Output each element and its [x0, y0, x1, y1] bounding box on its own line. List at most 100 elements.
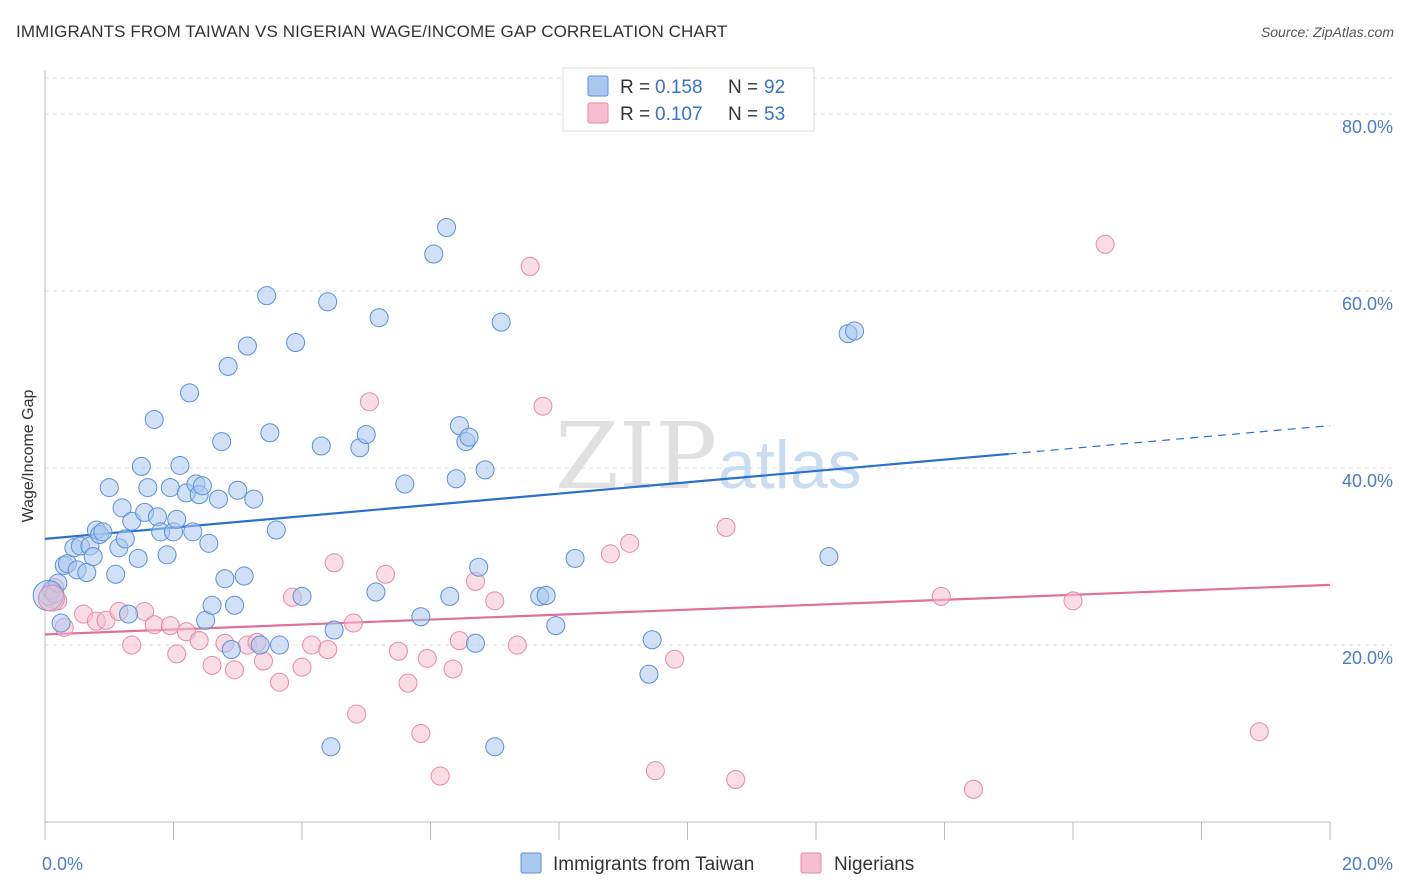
point-nigerians — [726, 770, 746, 790]
point-nigerians — [1095, 234, 1115, 254]
point-nigerians — [411, 724, 431, 744]
point-taiwan — [218, 356, 238, 376]
legend-swatch — [587, 102, 609, 124]
point-nigerians — [417, 648, 437, 668]
watermark-zip: ZIP — [555, 403, 717, 510]
point-nigerians — [253, 651, 273, 671]
bottom-legend-label-nigerians: Nigerians — [834, 854, 914, 875]
legend-r-label: R = — [620, 104, 650, 125]
point-nigerians — [1249, 722, 1269, 742]
point-taiwan — [212, 432, 232, 452]
point-taiwan — [234, 566, 254, 586]
x-tick-label-max: 20.0% — [1342, 854, 1393, 874]
point-taiwan — [318, 292, 338, 312]
point-taiwan — [642, 630, 662, 650]
point-nigerians — [485, 591, 505, 611]
point-taiwan — [424, 244, 444, 264]
point-taiwan — [244, 489, 264, 509]
point-nigerians — [225, 660, 245, 680]
point-taiwan — [565, 548, 585, 568]
bottom-legend-swatch-taiwan — [520, 852, 542, 874]
y-tick-label: 80.0% — [1342, 117, 1393, 137]
point-taiwan — [411, 607, 431, 627]
point-taiwan — [465, 633, 485, 653]
point-taiwan — [51, 613, 71, 633]
point-nigerians — [430, 766, 450, 786]
point-taiwan — [93, 522, 113, 542]
y-tick-label: 40.0% — [1342, 471, 1393, 491]
point-taiwan — [292, 586, 312, 606]
point-nigerians — [160, 616, 180, 636]
point-nigerians — [443, 659, 463, 679]
point-nigerians — [507, 635, 527, 655]
point-nigerians — [716, 517, 736, 537]
point-taiwan — [286, 332, 306, 352]
trend-lines — [44, 425, 1331, 636]
legend-swatch — [587, 75, 609, 97]
point-taiwan — [270, 635, 290, 655]
point-taiwan — [119, 604, 139, 624]
point-taiwan — [112, 498, 132, 518]
point-taiwan — [138, 478, 158, 498]
chart-title: IMMIGRANTS FROM TAIWAN VS NIGERIAN WAGE/… — [16, 22, 728, 41]
point-taiwan — [446, 469, 466, 489]
point-nigerians — [144, 615, 164, 635]
point-nigerians — [449, 631, 469, 651]
point-nigerians — [665, 649, 685, 669]
point-nigerians — [189, 631, 209, 651]
point-taiwan — [208, 489, 228, 509]
point-taiwan — [237, 336, 257, 356]
point-taiwan — [459, 427, 479, 447]
legend-n-value: 92 — [764, 77, 785, 98]
point-taiwan — [131, 456, 151, 476]
point-nigerians — [167, 644, 187, 664]
point-nigerians — [931, 586, 951, 606]
point-nigerians — [645, 761, 665, 781]
point-taiwan — [266, 520, 286, 540]
watermark: ZIP atlas — [555, 403, 862, 510]
point-nigerians — [318, 639, 338, 659]
chart-source: Source: ZipAtlas.com — [1260, 24, 1394, 40]
point-taiwan — [639, 664, 659, 684]
point-taiwan — [845, 321, 865, 341]
point-taiwan — [469, 557, 489, 577]
trend-line-taiwan-projection — [1008, 425, 1331, 455]
point-nigerians — [533, 396, 553, 416]
legend-r-value: 0.107 — [655, 104, 703, 125]
point-taiwan — [536, 586, 556, 606]
point-taiwan — [199, 533, 219, 553]
point-nigerians — [620, 533, 640, 553]
point-taiwan — [144, 409, 164, 429]
point-nigerians — [122, 635, 142, 655]
point-taiwan — [99, 478, 119, 498]
bottom-legend: Immigrants from Taiwan Nigerians — [520, 852, 914, 875]
point-taiwan — [311, 436, 331, 456]
point-taiwan — [202, 595, 222, 615]
point-taiwan — [356, 424, 376, 444]
point-nigerians — [963, 779, 983, 799]
point-nigerians — [398, 673, 418, 693]
point-taiwan — [260, 423, 280, 443]
point-taiwan — [157, 545, 177, 565]
point-taiwan — [250, 635, 270, 655]
point-taiwan — [491, 312, 511, 332]
point-taiwan — [128, 548, 148, 568]
point-nigerians — [600, 544, 620, 564]
point-taiwan — [192, 476, 212, 496]
point-taiwan — [83, 547, 103, 567]
point-taiwan — [225, 595, 245, 615]
point-taiwan — [257, 286, 277, 306]
point-taiwan — [106, 564, 126, 584]
point-taiwan — [215, 569, 235, 589]
trend-line-taiwan — [44, 452, 1009, 540]
watermark-atlas: atlas — [718, 427, 862, 503]
legend-n-value: 53 — [764, 104, 785, 125]
legend-r-value: 0.158 — [655, 77, 703, 98]
point-nigerians — [324, 553, 344, 573]
legend-n-label: N = — [728, 104, 758, 125]
point-nigerians — [1063, 591, 1083, 611]
point-nigerians — [388, 641, 408, 661]
bottom-legend-label-taiwan: Immigrants from Taiwan — [553, 854, 754, 875]
point-taiwan — [115, 529, 135, 549]
point-taiwan — [167, 509, 187, 529]
